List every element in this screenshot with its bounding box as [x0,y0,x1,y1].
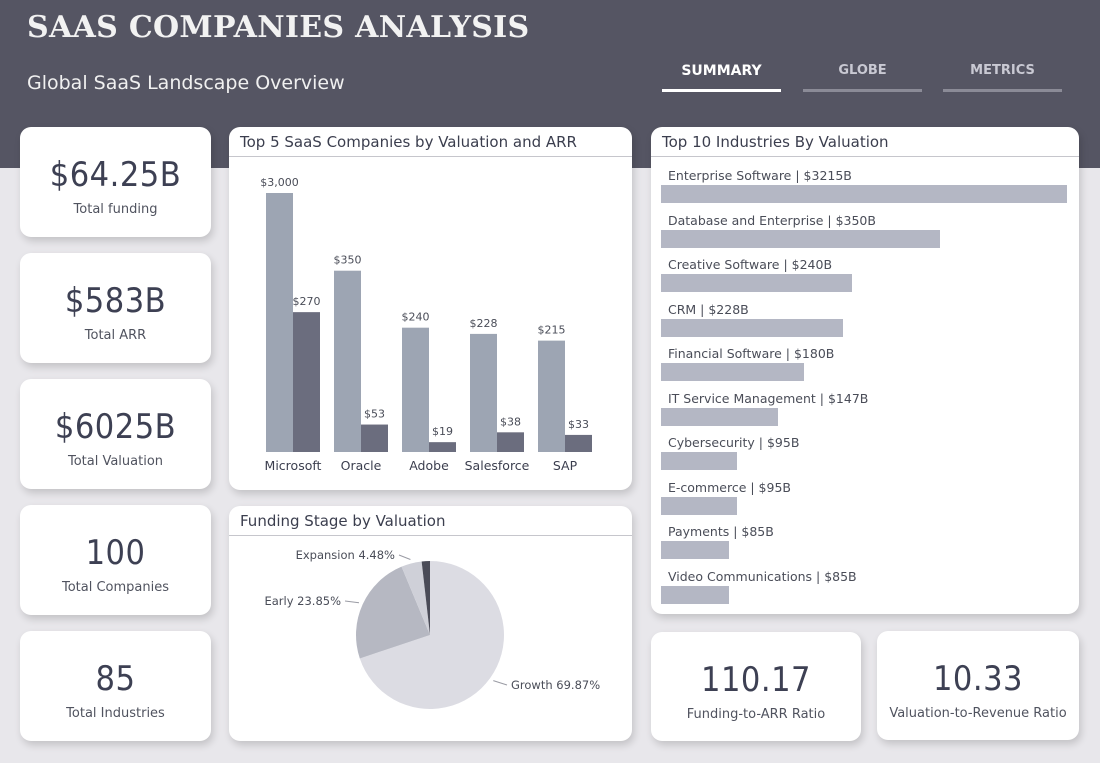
bar-valuation-oracle[interactable] [334,270,361,452]
funding-stage-panel: Funding Stage by Valuation Growth 69.87%… [229,506,632,741]
industry-label: E-commerce | $95B [668,479,791,495]
pie-slice-expansion[interactable] [401,561,430,635]
bar-data-label: $38 [500,415,521,428]
bar-data-label: $19 [432,425,453,438]
page-title: SAAS COMPANIES ANALYSIS [27,10,530,45]
pie-label-expansion: Expansion 4.48% [296,548,395,562]
industry-label: IT Service Management | $147B [668,390,869,406]
pie-label-growth: Growth 69.87% [511,678,600,692]
tab-summary[interactable]: SUMMARY [662,58,781,92]
kpi-label: Total funding [73,202,158,217]
x-tick-label: Oracle [341,458,382,473]
bar-data-label: $350 [334,254,362,267]
industry-bar[interactable] [661,585,729,604]
x-tick-label: Adobe [409,458,449,473]
ratio-value: 10.33 [932,659,1024,699]
bar-arr-oracle[interactable] [361,424,388,452]
bar-data-label: $53 [364,408,385,421]
kpi-value: $6025B [54,407,177,447]
funding-stage-pie-chart: Growth 69.87% Early 23.85% Expansion 4.48% [264,548,600,709]
industry-bar[interactable] [661,318,843,337]
industry-label: Video Communications | $85B [668,568,857,584]
kpi-card-total-companies: 100 Total Companies [20,505,211,615]
panel-divider [229,535,632,536]
kpi-label: Total Industries [66,706,165,721]
pie-leader-line [493,680,508,686]
pie-leader-line [344,600,360,604]
pie-slice-growth[interactable] [359,561,504,709]
tab-metrics[interactable]: METRICS [943,58,1062,92]
industry-bar[interactable] [661,496,737,515]
top5-bar-chart: $3,000 $270 Microsoft $350 $53 Oracle $240 $19 A… [260,176,592,473]
industry-bar[interactable] [661,541,729,559]
kpi-card-total-funding: $64.25B Total funding [20,127,211,237]
panel-title: Funding Stage by Valuation [240,512,446,530]
x-tick-label: Microsoft [265,458,322,473]
ratio-card-valuation-revenue: 10.33 Valuation-to-Revenue Ratio [877,631,1079,740]
kpi-value: 85 [95,659,136,699]
pie-slice-other[interactable] [421,561,430,635]
top10-industries-panel: Top 10 Industries By Valuation Enterpris… [651,127,1079,614]
kpi-value: 100 [85,533,146,573]
pie-slice-early[interactable] [356,566,430,659]
bar-data-label: $270 [293,295,321,308]
panel-title: Top 10 Industries By Valuation [662,133,889,151]
bar-valuation-sap[interactable] [538,340,565,452]
bar-arr-adobe[interactable] [429,442,456,452]
industry-bar[interactable] [661,274,853,292]
bar-data-label: $240 [402,311,430,324]
pie-leader-line [398,554,411,560]
x-tick-label: SAP [553,458,578,473]
bar-arr-salesforce[interactable] [497,432,524,452]
industry-label: Financial Software | $180B [668,346,835,361]
kpi-label: Total Companies [61,580,170,595]
kpi-value: $64.25B [49,155,182,195]
industry-bar[interactable] [661,363,805,381]
industry-label: Enterprise Software | $3215B [668,168,852,183]
ratio-label: Valuation-to-Revenue Ratio [889,706,1067,721]
kpi-label: Total ARR [84,328,147,343]
panel-divider [651,156,1079,157]
bar-valuation-adobe[interactable] [402,327,429,452]
kpi-card-total-arr: $583B Total ARR [20,253,211,363]
industry-bar[interactable] [661,229,940,248]
industry-label: Creative Software | $240B [668,257,833,272]
industry-label: Payments | $85B [668,524,774,539]
page-subtitle: Global SaaS Landscape Overview [27,72,345,94]
industry-bar[interactable] [661,185,1067,203]
tab-globe[interactable]: GLOBE [803,58,922,92]
bar-data-label: $228 [470,317,498,330]
industry-bar[interactable] [661,407,779,426]
panel-divider [229,156,632,157]
kpi-card-total-industries: 85 Total Industries [20,631,211,741]
bar-data-label: $215 [538,324,566,337]
bar-arr-sap[interactable] [565,434,592,452]
kpi-card-total-valuation: $6025B Total Valuation [20,379,211,489]
bar-valuation-salesforce[interactable] [470,333,497,452]
x-tick-label: Salesforce [465,458,530,473]
bar-arr-microsoft[interactable] [293,312,320,452]
bar-data-label: $3,000 [260,176,299,189]
industry-label: CRM | $228B [668,301,749,317]
ratio-label: Funding-to-ARR Ratio [686,707,826,722]
industry-bar[interactable] [661,452,737,470]
ratio-card-funding-arr: 110.17 Funding-to-ARR Ratio [651,632,861,741]
top5-companies-panel: Top 5 SaaS Companies by Valuation and AR… [229,127,632,490]
kpi-value: $583B [64,281,167,321]
industry-label: Database and Enterprise | $350B [668,212,876,228]
bar-data-label: $33 [568,418,589,431]
pie-label-early: Early 23.85% [264,594,341,608]
panel-title: Top 5 SaaS Companies by Valuation and AR… [240,133,577,151]
ratio-value: 110.17 [701,660,811,700]
bar-valuation-microsoft[interactable] [266,193,293,452]
kpi-label: Total Valuation [67,454,164,469]
industry-label: Cybersecurity | $95B [668,435,800,450]
